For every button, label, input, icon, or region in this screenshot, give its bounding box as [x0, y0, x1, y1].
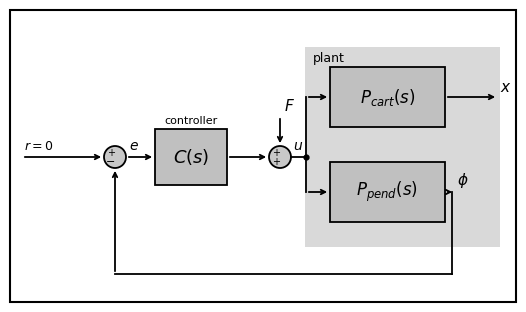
Text: +: +: [272, 148, 280, 158]
Text: $r = 0$: $r = 0$: [24, 140, 54, 153]
Text: −: −: [106, 157, 116, 167]
Bar: [155, 129, 227, 185]
Circle shape: [104, 146, 126, 168]
Text: $F$: $F$: [284, 98, 295, 114]
Bar: [305, 47, 500, 247]
Bar: [330, 67, 445, 127]
Text: plant: plant: [313, 52, 345, 65]
Text: $\phi$: $\phi$: [457, 171, 469, 190]
Text: +: +: [107, 148, 115, 158]
Text: $e$: $e$: [129, 139, 139, 153]
Circle shape: [269, 146, 291, 168]
Text: controller: controller: [164, 116, 218, 126]
Text: +: +: [272, 157, 280, 167]
Text: $x$: $x$: [500, 80, 512, 95]
Bar: [330, 162, 445, 222]
Text: $u$: $u$: [293, 139, 303, 153]
Text: $C(s)$: $C(s)$: [173, 147, 209, 167]
Text: $P_{pend}(s)$: $P_{pend}(s)$: [357, 180, 419, 204]
Text: $P_{cart}(s)$: $P_{cart}(s)$: [360, 86, 416, 108]
